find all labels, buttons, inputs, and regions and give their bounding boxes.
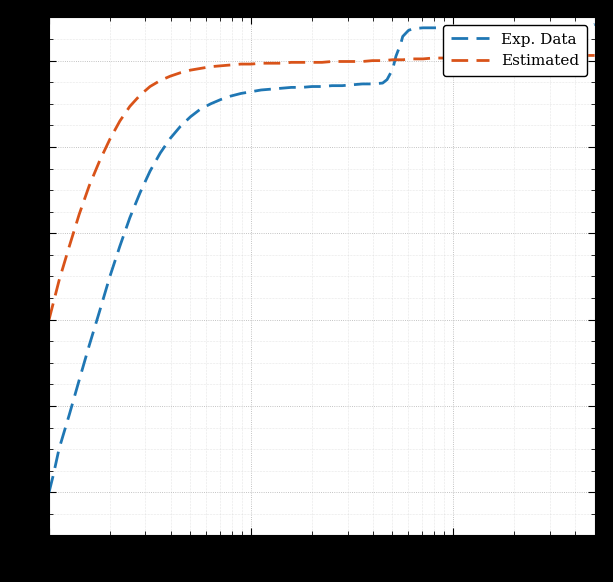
Exp. Data <box>187 113 194 120</box>
Exp. Data <box>227 93 235 100</box>
Estimated <box>177 69 184 76</box>
Exp. Data <box>207 100 215 107</box>
Line: Estimated: Estimated <box>49 55 595 320</box>
Estimated <box>591 52 598 59</box>
Line: Exp. Data: Exp. Data <box>49 24 595 492</box>
Exp. Data <box>591 21 598 28</box>
Estimated <box>581 52 588 59</box>
Exp. Data <box>392 53 400 60</box>
Legend: Exp. Data, Estimated: Exp. Data, Estimated <box>443 25 587 76</box>
Estimated <box>106 136 113 143</box>
Estimated <box>45 316 53 323</box>
Exp. Data <box>136 189 143 196</box>
Estimated <box>248 61 255 68</box>
Estimated <box>147 83 154 90</box>
Estimated <box>561 52 568 59</box>
Estimated <box>530 53 538 60</box>
Exp. Data <box>237 90 245 97</box>
Exp. Data <box>45 489 53 496</box>
